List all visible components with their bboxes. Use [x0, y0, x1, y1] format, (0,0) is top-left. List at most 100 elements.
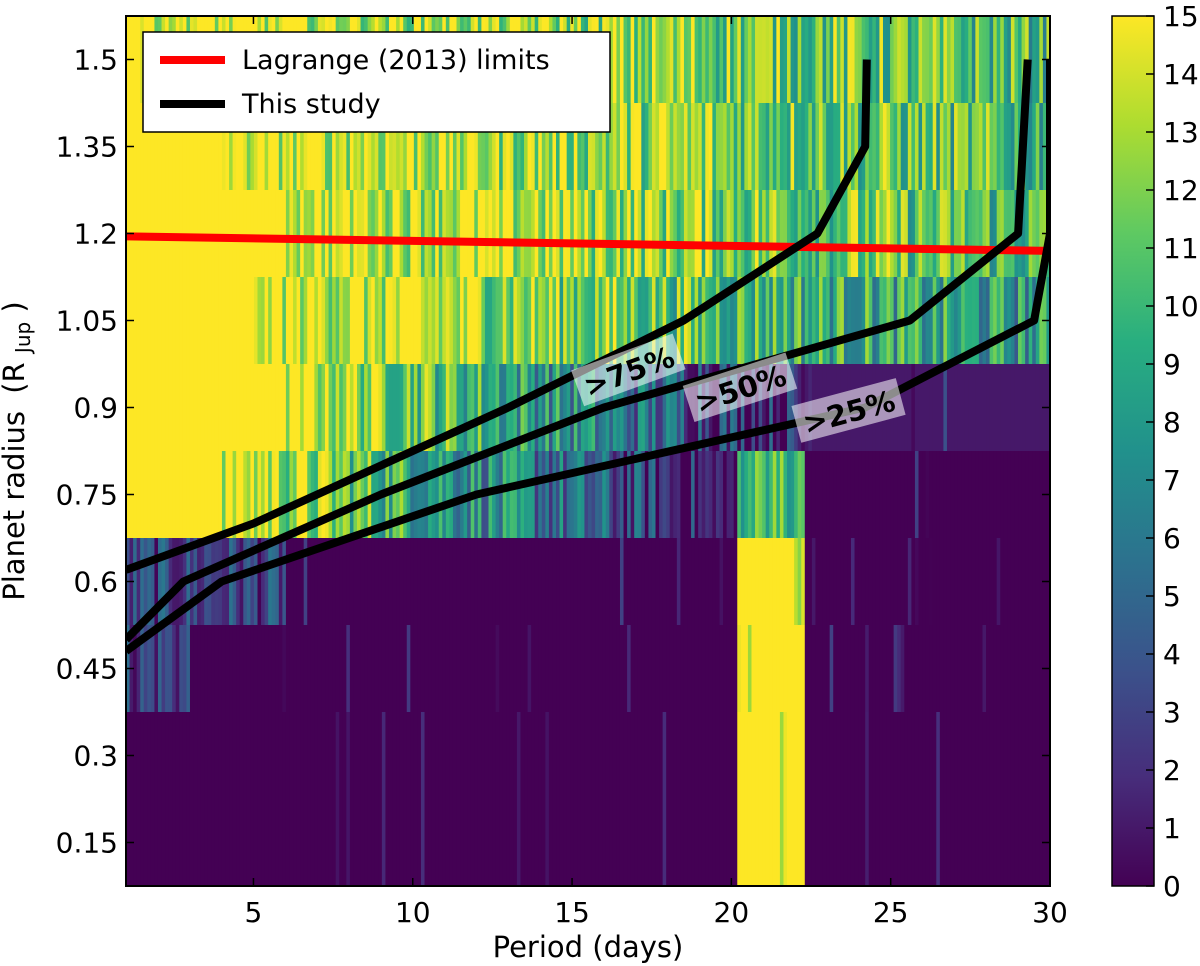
- heatmap-cell: [257, 625, 262, 712]
- heatmap-cell: [289, 625, 294, 712]
- heatmap-cell: [847, 277, 852, 364]
- x-tick-label: 15: [554, 896, 590, 929]
- heatmap-cell: [968, 277, 973, 364]
- heatmap-cell: [364, 364, 369, 451]
- heatmap-cell: [982, 451, 987, 538]
- heatmap-cell: [783, 451, 788, 538]
- heatmap-cell: [282, 190, 287, 277]
- heatmap-cell: [996, 625, 1001, 712]
- heatmap-cell: [698, 625, 703, 712]
- heatmap-cell: [175, 625, 180, 712]
- heatmap-cell: [143, 103, 148, 190]
- heatmap-cell: [811, 712, 817, 886]
- heatmap-cell: [207, 364, 212, 451]
- heatmap-cell: [357, 451, 362, 538]
- heatmap-cell: [868, 712, 873, 886]
- heatmap-cell: [751, 190, 756, 277]
- heatmap-cell: [161, 625, 166, 712]
- heatmap-cell: [872, 190, 877, 277]
- heatmap-cell: [762, 364, 767, 451]
- heatmap-cell: [843, 277, 849, 364]
- heatmap-cell: [676, 538, 681, 625]
- heatmap-cell: [900, 190, 905, 277]
- heatmap-cell: [371, 190, 376, 277]
- heatmap-cell: [602, 625, 607, 712]
- heatmap-cell: [293, 103, 298, 190]
- heatmap-cell: [229, 190, 234, 277]
- heatmap-cell: [342, 364, 347, 451]
- heatmap-cell: [811, 277, 817, 364]
- heatmap-cell: [971, 364, 976, 451]
- heatmap-cell: [630, 538, 635, 625]
- heatmap-cell: [332, 625, 337, 712]
- heatmap-cell: [548, 451, 554, 538]
- heatmap-cell: [346, 364, 351, 451]
- heatmap-cell: [374, 103, 379, 190]
- heatmap-cell: [730, 103, 735, 190]
- heatmap-cell: [815, 625, 820, 712]
- heatmap-cell: [627, 712, 632, 886]
- heatmap-cell: [854, 103, 859, 190]
- heatmap-cell: [463, 364, 468, 451]
- heatmap-cell: [676, 712, 681, 886]
- heatmap-cell: [410, 103, 415, 190]
- heatmap-cell: [143, 712, 148, 886]
- heatmap-cell: [545, 103, 550, 190]
- heatmap-cell: [282, 712, 287, 886]
- heatmap-cell: [499, 190, 504, 277]
- heatmap-cell: [300, 103, 305, 190]
- heatmap-cell: [886, 538, 891, 625]
- heatmap-cell: [378, 625, 383, 712]
- heatmap-cell: [836, 103, 841, 190]
- heatmap-cell: [939, 16, 944, 103]
- heatmap-cell: [726, 277, 731, 364]
- heatmap-cell: [545, 190, 550, 277]
- heatmap-cell: [463, 712, 468, 886]
- heatmap-cell: [872, 451, 877, 538]
- heatmap-cell: [641, 190, 646, 277]
- heatmap-cell: [1003, 103, 1008, 190]
- heatmap-cell: [730, 16, 735, 103]
- heatmap-cell: [765, 625, 770, 712]
- heatmap-cell: [911, 103, 916, 190]
- heatmap-cell: [140, 364, 145, 451]
- heatmap-cell: [1035, 625, 1040, 712]
- colorbar-tick-label: 13: [1163, 116, 1199, 149]
- heatmap-cell: [726, 16, 731, 103]
- heatmap-cell: [133, 625, 138, 712]
- heatmap-cell: [332, 103, 337, 190]
- heatmap-cell: [882, 16, 888, 103]
- heatmap-cell: [570, 277, 575, 364]
- heatmap-cell: [520, 451, 525, 538]
- heatmap-cell: [438, 364, 443, 451]
- heatmap-cell: [861, 538, 866, 625]
- heatmap-cell: [335, 712, 340, 886]
- heatmap-cell: [388, 190, 394, 277]
- colorbar-tick-label: 1: [1163, 812, 1181, 845]
- heatmap-cell: [566, 277, 571, 364]
- heatmap-cell: [847, 625, 852, 712]
- heatmap-cell: [634, 625, 639, 712]
- heatmap-cell: [193, 103, 198, 190]
- heatmap-cell: [669, 190, 674, 277]
- heatmap-cell: [456, 625, 461, 712]
- heatmap-cell: [875, 190, 881, 277]
- heatmap-cell: [310, 538, 315, 625]
- heatmap-cell: [378, 538, 383, 625]
- heatmap-cell: [456, 712, 461, 886]
- heatmap-cell: [637, 190, 642, 277]
- heatmap-cell: [527, 103, 532, 190]
- heatmap-cell: [221, 712, 227, 886]
- heatmap-cell: [929, 277, 934, 364]
- heatmap-cell: [403, 190, 408, 277]
- heatmap-cell: [456, 364, 461, 451]
- heatmap-cell: [488, 190, 493, 277]
- heatmap-cell: [261, 712, 266, 886]
- heatmap-cell: [893, 103, 898, 190]
- heatmap-cell: [456, 190, 461, 277]
- heatmap-cell: [644, 277, 650, 364]
- heatmap-cell: [801, 103, 806, 190]
- lagrange-limit-line: [126, 232, 1050, 255]
- heatmap-cell: [236, 103, 241, 190]
